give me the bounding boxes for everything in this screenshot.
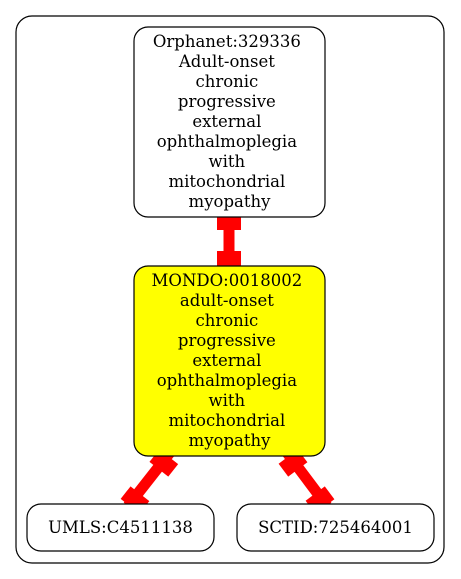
- node-mondo-line: external: [192, 351, 261, 370]
- node-mondo-line: ophthalmoplegia: [157, 371, 298, 390]
- node-orphanet-line: external: [192, 112, 261, 131]
- edge-orphanet-mondo: [217, 213, 241, 268]
- node-orphanet-box: [133, 26, 326, 218]
- node-orphanet-line: ophthalmoplegia: [157, 132, 298, 151]
- node-orphanet-line: Adult-onset: [178, 52, 275, 71]
- node-orphanet[interactable]: Orphanet:329336 Adult-onset chronic prog…: [133, 26, 326, 218]
- node-mondo-line: chronic: [195, 311, 258, 330]
- node-orphanet-line: chronic: [195, 72, 258, 91]
- edges: [120, 213, 335, 514]
- node-mondo-line: mitochondrial: [168, 411, 285, 430]
- node-orphanet-line: progressive: [178, 92, 276, 111]
- node-mondo-line: progressive: [178, 331, 276, 350]
- node-umls-box: [26, 503, 215, 552]
- node-orphanet-line: Orphanet:329336: [153, 32, 301, 51]
- node-mondo-line: MONDO:0018002: [152, 271, 303, 290]
- edge-mondo-sctid: [278, 446, 335, 514]
- node-sctid-label: SCTID:725464001: [258, 518, 413, 537]
- node-mondo-label: MONDO:0018002 adult-onset chronic progre…: [152, 271, 308, 450]
- node-mondo-line: myopathy: [189, 431, 272, 450]
- node-orphanet-line: mitochondrial: [168, 172, 285, 191]
- edge-mondo-umls: [120, 446, 179, 514]
- node-umls-label: UMLS:C4511138: [48, 518, 193, 537]
- node-mondo[interactable]: MONDO:0018002 adult-onset chronic progre…: [133, 265, 326, 457]
- node-sctid[interactable]: SCTID:725464001: [236, 503, 435, 552]
- node-umls[interactable]: UMLS:C4511138: [26, 503, 215, 552]
- node-orphanet-line: myopathy: [189, 192, 272, 211]
- node-sctid-box: [236, 503, 435, 552]
- node-mondo-line: adult-onset: [180, 291, 274, 310]
- node-mondo-box: [133, 265, 326, 457]
- cluster-border: [15, 15, 445, 564]
- node-mondo-line: with: [209, 391, 246, 410]
- node-orphanet-label: Orphanet:329336 Adult-onset chronic prog…: [153, 32, 306, 211]
- node-orphanet-line: with: [209, 152, 246, 171]
